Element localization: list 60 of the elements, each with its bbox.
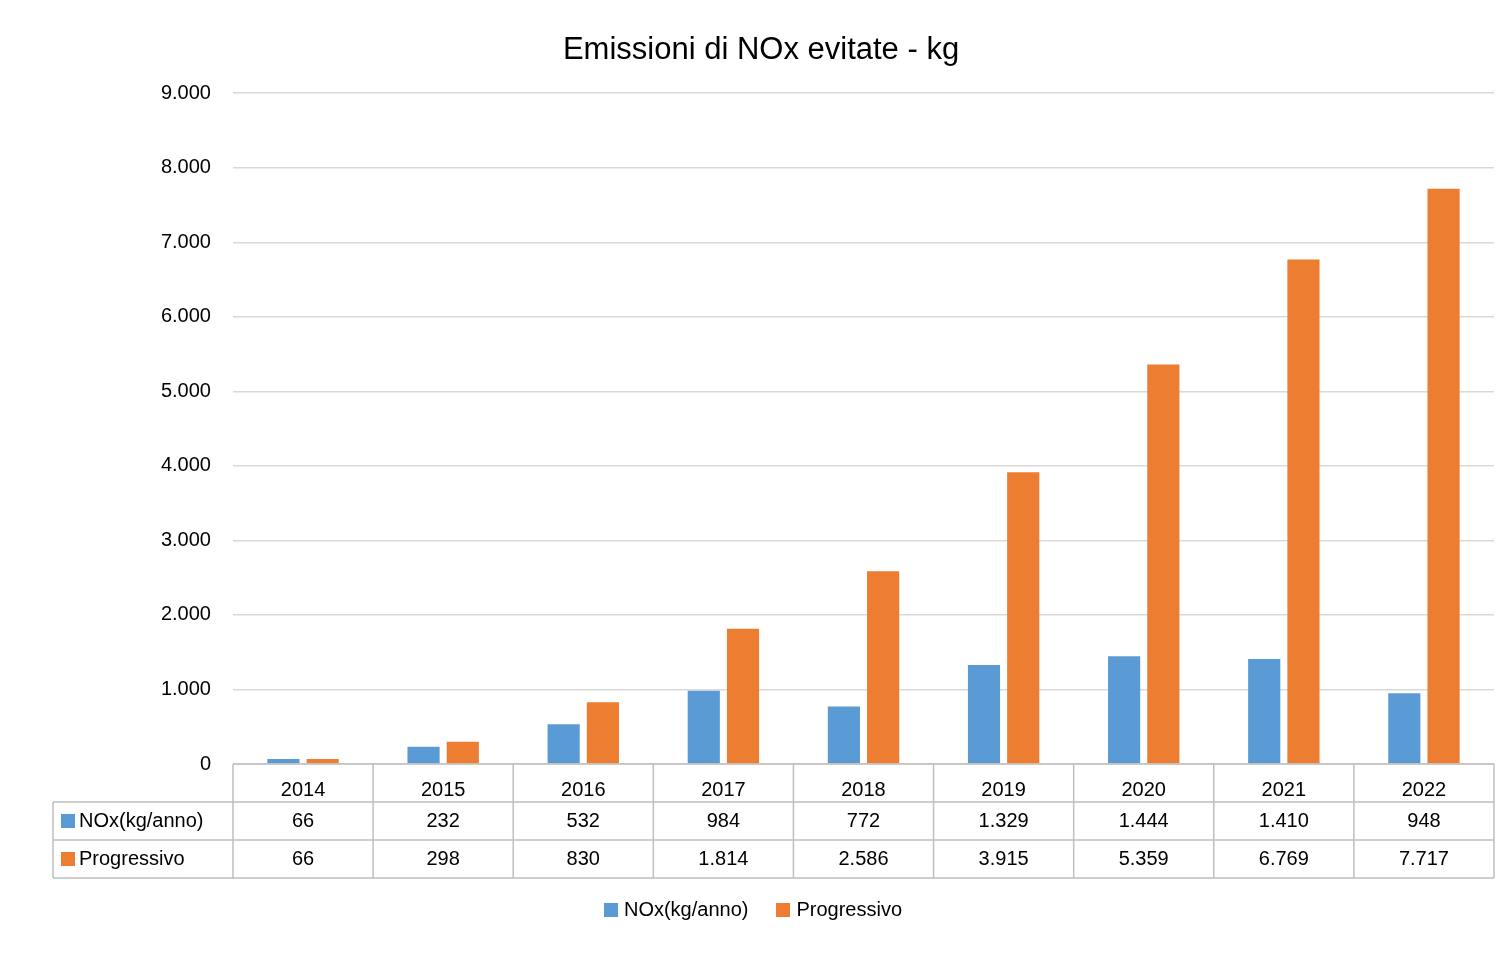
bar — [547, 724, 580, 764]
chart-title: Emissioni di NOx evitate - kg — [562, 31, 960, 67]
data-label: 1.410 — [1258, 808, 1309, 831]
data-label: 66 — [291, 846, 315, 869]
x-tick-label: 2018 — [841, 777, 886, 800]
y-tick-label: 1.000 — [160, 676, 211, 699]
x-tick-label: 2020 — [1121, 777, 1166, 800]
data-label: 772 — [846, 808, 881, 831]
data-label: 6.769 — [1258, 846, 1309, 869]
data-label: 5.359 — [1118, 846, 1169, 869]
bar — [446, 741, 479, 764]
data-label: 7.717 — [1398, 846, 1449, 869]
y-tick-label: 9.000 — [160, 80, 211, 103]
bar — [1108, 656, 1141, 764]
bar — [687, 690, 720, 764]
bar — [1427, 188, 1460, 764]
data-label: 532 — [566, 808, 600, 831]
bar — [306, 759, 339, 764]
bar — [407, 746, 440, 764]
data-label: 232 — [426, 808, 460, 831]
y-tick-label: 7.000 — [160, 229, 211, 252]
data-label: 1.814 — [698, 846, 749, 869]
y-tick-label: 4.000 — [160, 453, 211, 476]
data-label: 984 — [706, 808, 741, 831]
bar — [267, 759, 300, 764]
data-label: 2.586 — [838, 846, 889, 869]
data-label: 66 — [291, 808, 315, 831]
y-tick-label: 5.000 — [160, 378, 211, 401]
data-label: 298 — [426, 846, 460, 869]
bar — [1287, 259, 1320, 764]
data-label: 1.329 — [978, 808, 1029, 831]
x-tick-label: 2015 — [420, 777, 466, 800]
x-tick-label: 2021 — [1261, 777, 1307, 800]
bar — [1007, 472, 1040, 764]
x-tick-label: 2017 — [701, 777, 746, 800]
data-label: 948 — [1407, 808, 1441, 831]
data-label: 830 — [566, 846, 600, 869]
y-tick-label: 2.000 — [160, 602, 211, 625]
x-tick-label: 2022 — [1401, 777, 1447, 800]
bar — [586, 702, 619, 764]
legend-label: Progressivo — [796, 898, 903, 921]
text: Progressivo — [79, 846, 185, 869]
y-tick-label: 6.000 — [160, 304, 211, 327]
y-tick-label: 3.000 — [160, 527, 211, 550]
legend-label: NOx(kg/anno) — [79, 808, 204, 831]
bar — [1388, 693, 1421, 764]
y-tick-label: 8.000 — [160, 155, 211, 178]
y-tick-label: 0 — [199, 751, 211, 774]
data-label: 3.915 — [978, 846, 1029, 869]
bar — [827, 706, 860, 764]
x-tick-label: 2014 — [280, 777, 326, 800]
data-label: 1.444 — [1118, 808, 1169, 831]
bar — [967, 664, 1001, 764]
bar — [1248, 658, 1281, 764]
x-tick-label: 2016 — [561, 777, 606, 800]
text: NOx(kg/anno) — [623, 898, 749, 920]
bar — [867, 571, 900, 764]
bar — [1147, 364, 1180, 764]
bar — [726, 628, 760, 764]
x-tick-label: 2019 — [981, 777, 1026, 800]
